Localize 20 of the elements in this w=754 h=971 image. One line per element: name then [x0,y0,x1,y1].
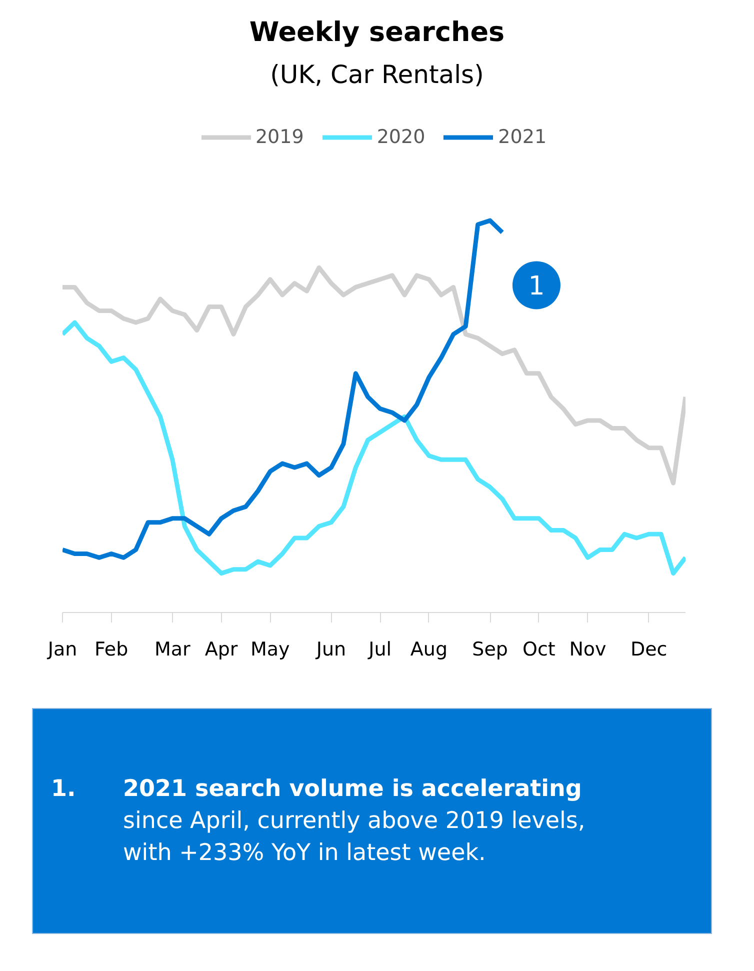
x-tick-label: Jun [315,638,346,660]
x-tick-label: Feb [94,638,128,660]
legend-label: 2021 [498,126,547,148]
legend-label: 2019 [255,126,304,148]
x-tick-label: Jul [368,638,392,660]
x-tick-label: Sep [472,638,508,660]
x-tick-label: Apr [204,638,238,660]
chart-title: Weekly searches [248,16,506,50]
x-tick-label: May [250,638,290,660]
x-tick-label: Oct [522,638,556,660]
legend-label: 2020 [376,126,426,148]
annotation: 1 [528,272,545,302]
x-tick-label: Dec [630,638,668,660]
text: 1. [51,775,77,804]
x-tick-label: Jan [46,638,78,660]
x-tick-label: Nov [569,638,606,660]
x-tick-label: Mar [154,638,191,660]
chart-subtitle: (UK, Car Rentals) [269,58,485,91]
text: 2021 search volume is accelerating since April, currently above 2019 levels, with +233% YoY in latest week. [123,775,586,868]
x-tick-label: Aug [410,638,448,660]
